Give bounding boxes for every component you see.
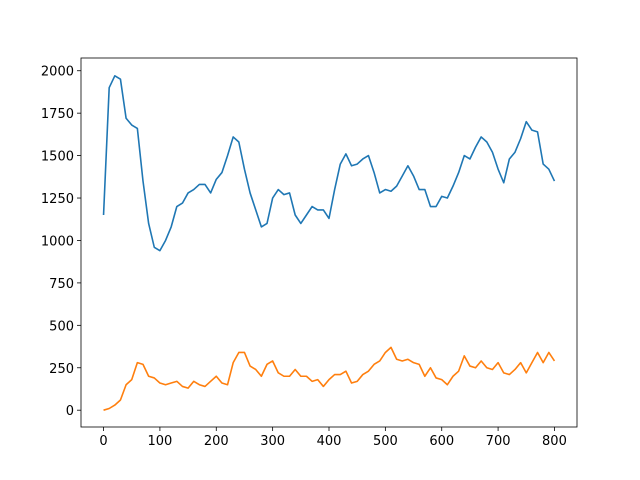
x-tick-label: 600 — [429, 434, 454, 449]
y-tick-label: 750 — [49, 277, 74, 292]
y-tick-label: 250 — [49, 362, 74, 377]
line-series — [103, 346, 556, 411]
y-tick-label: 1250 — [41, 192, 74, 207]
x-tick-label: 500 — [373, 434, 398, 449]
y-tick-label: 1500 — [41, 150, 74, 165]
y-tick-label: 0 — [66, 404, 74, 419]
x-tick-label: 700 — [486, 434, 511, 449]
plot-frame — [80, 57, 578, 428]
x-tick-label: 400 — [317, 434, 342, 449]
x-tick-label: 200 — [204, 434, 229, 449]
y-tick-label: 1000 — [41, 234, 74, 249]
x-tick-label: 800 — [542, 434, 567, 449]
x-tick-label: 300 — [260, 434, 285, 449]
y-tick-label: 500 — [49, 319, 74, 334]
y-tick-label: 2000 — [41, 65, 74, 80]
line-series — [102, 75, 556, 252]
x-tick-label: 100 — [147, 434, 172, 449]
y-tick-label: 1750 — [41, 107, 74, 122]
x-tick-label: 0 — [99, 434, 107, 449]
